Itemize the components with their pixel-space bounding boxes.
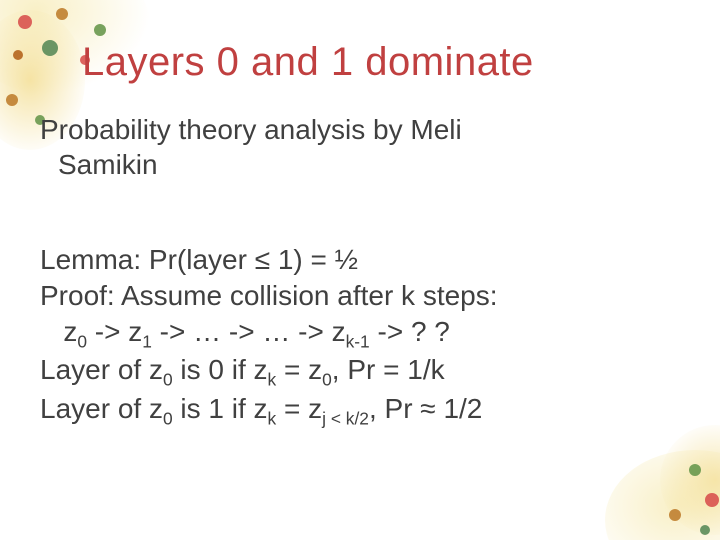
- chain-dots-2: …: [262, 316, 290, 347]
- chain-zk1-sub: k-1: [346, 331, 370, 351]
- l0-b: is 0 if z: [173, 354, 268, 385]
- chain-z0-sub: 0: [77, 331, 87, 351]
- l1-a: Layer of z: [40, 393, 163, 424]
- chain-arrow-4: ->: [290, 316, 331, 347]
- chain-line: z0 -> z1 -> … -> … -> zk-1 -> ? ?: [40, 316, 450, 347]
- intro-line-2: Samikin: [58, 149, 158, 180]
- l0-a: Layer of z: [40, 354, 163, 385]
- chain-z1-sub: 1: [142, 331, 152, 351]
- l1-sub1: 0: [163, 409, 173, 429]
- l0-sub1: 0: [163, 370, 173, 390]
- layer0-line: Layer of z0 is 0 if zk = z0, Pr = 1/k: [40, 354, 445, 385]
- chain-arrow-5: ->: [370, 316, 411, 347]
- l0-d: , Pr = 1/k: [332, 354, 445, 385]
- chain-arrow-3: ->: [221, 316, 262, 347]
- l1-sub2: k: [268, 409, 277, 429]
- chain-indent: [40, 316, 63, 347]
- chain-z0-var: z: [63, 316, 77, 347]
- chain-z1-var: z: [128, 316, 142, 347]
- chain-qq: ? ?: [411, 316, 450, 347]
- body-paragraph: Lemma: Pr(layer ≤ 1) = ½ Proof: Assume c…: [40, 242, 700, 430]
- lemma-line: Lemma: Pr(layer ≤ 1) = ½: [40, 244, 358, 275]
- chain-dots-1: …: [193, 316, 221, 347]
- l1-b: is 1 if z: [173, 393, 268, 424]
- slide-title: Layers 0 and 1 dominate: [82, 40, 534, 85]
- l1-d: , Pr ≈ 1/2: [369, 393, 482, 424]
- l1-sub3: j < k/2: [322, 409, 369, 429]
- proof-line: Proof: Assume collision after k steps:: [40, 280, 498, 311]
- l0-sub3: 0: [322, 370, 332, 390]
- chain-arrow-2: ->: [152, 316, 193, 347]
- l0-c: = z: [276, 354, 322, 385]
- intro-paragraph: Probability theory analysis by Meli Sami…: [40, 112, 680, 182]
- l1-c: = z: [276, 393, 322, 424]
- slide: Layers 0 and 1 dominate Probability theo…: [0, 0, 720, 540]
- l0-sub2: k: [268, 370, 277, 390]
- chain-arrow-1: ->: [87, 316, 128, 347]
- layer1-line: Layer of z0 is 1 if zk = zj < k/2, Pr ≈ …: [40, 393, 482, 424]
- chain-zk1-var: z: [332, 316, 346, 347]
- intro-line-1: Probability theory analysis by Meli: [40, 114, 462, 145]
